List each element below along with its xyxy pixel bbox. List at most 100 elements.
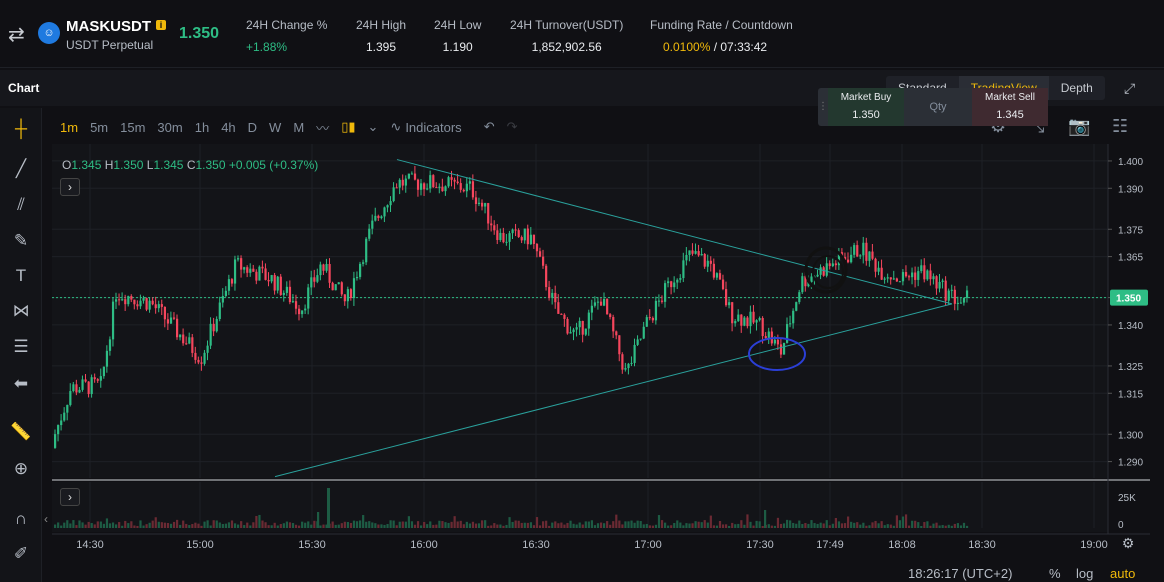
volume-tick-label: 25K: [1118, 493, 1136, 504]
back-arrow-icon[interactable]: ⬅: [13, 374, 29, 393]
candle-body: [691, 250, 694, 254]
volume-bar: [908, 525, 911, 528]
volume-bar: [767, 524, 770, 528]
volume-bar: [715, 525, 719, 528]
brush-icon[interactable]: ✎: [13, 231, 29, 250]
candle-body: [746, 317, 749, 327]
candle-body: [624, 368, 627, 370]
interval-1m[interactable]: 1m: [60, 119, 79, 135]
auto-scale-toggle[interactable]: auto: [1110, 566, 1136, 581]
volume-bar: [871, 522, 874, 528]
collapse-left-icon[interactable]: ‹: [44, 512, 48, 526]
redo-icon[interactable]: ↷: [506, 119, 518, 134]
volume-bar: [118, 522, 121, 528]
fib-tool-icon[interactable]: ⫽: [17, 195, 25, 214]
crosshair-icon[interactable]: ┼: [14, 119, 28, 138]
legend-expand-button[interactable]: ›: [60, 178, 80, 196]
prediction-tool-icon[interactable]: ☰: [13, 337, 29, 356]
stat-label: 24H Low: [434, 18, 482, 32]
candle-body: [438, 186, 441, 188]
volume-bar: [877, 523, 880, 528]
interval-m[interactable]: M: [293, 119, 305, 135]
candle-body: [538, 251, 542, 257]
volume-bar: [956, 523, 959, 528]
undo-icon[interactable]: ↶: [483, 119, 495, 134]
interval-4h[interactable]: 4h: [221, 119, 236, 135]
volume-bar: [514, 520, 517, 528]
volume-bar: [606, 521, 609, 528]
templates-icon[interactable]: ☷: [1112, 116, 1129, 136]
volume-bar: [420, 525, 423, 528]
candle-body: [395, 187, 398, 189]
indicators-button[interactable]: Indicators: [405, 119, 462, 135]
candle-body: [233, 259, 237, 284]
candle-body: [163, 306, 166, 320]
expand-icon[interactable]: ⤢: [1124, 80, 1136, 96]
line-chart-icon[interactable]: 〰: [316, 120, 330, 136]
volume-bar: [432, 524, 435, 528]
lock-drawing-icon[interactable]: ✐: [13, 544, 29, 563]
market-buy-button[interactable]: Market Buy 1.350: [828, 88, 904, 126]
indicators-icon[interactable]: ∿: [390, 119, 402, 134]
volume-bar: [929, 525, 932, 528]
candle-body: [703, 254, 706, 267]
volume-bar: [770, 525, 773, 528]
candle-body: [758, 318, 761, 321]
stat-label: Funding Rate / Countdown: [650, 18, 793, 32]
symbol-name[interactable]: MASKUSDT: [66, 18, 151, 35]
volume-tick-label: 0: [1118, 520, 1124, 531]
stat-value: +1.88%: [246, 40, 288, 54]
volume-bar: [847, 516, 850, 528]
volume-bar: [69, 523, 72, 528]
quick-trade-panel: ⋮⋮ Market Buy 1.350 Qty Market Sell 1.34…: [818, 88, 1048, 126]
candle-body: [660, 300, 664, 302]
volume-bar: [898, 520, 902, 528]
camera-icon[interactable]: 📷: [1068, 116, 1091, 136]
stat-24h-change: 24H Change % +1.88%: [246, 18, 327, 54]
text-tool-icon[interactable]: T: [15, 266, 27, 285]
candle-body: [959, 302, 963, 304]
candle-body: [566, 318, 569, 334]
candle-body: [911, 272, 914, 278]
drag-handle-icon[interactable]: ⋮⋮: [818, 88, 838, 126]
interval-w[interactable]: W: [269, 119, 282, 135]
candle-body: [664, 283, 667, 302]
candle-body: [121, 299, 124, 301]
ruler-icon[interactable]: 📏: [10, 422, 32, 441]
volume-bar: [892, 525, 895, 528]
volume-bar: [93, 524, 96, 528]
candle-type-icon[interactable]: ▯▮: [341, 119, 356, 134]
pattern-tool-icon[interactable]: ⋈: [12, 301, 30, 320]
percent-scale-toggle[interactable]: %: [1049, 566, 1061, 581]
trend-line-icon[interactable]: ╱: [15, 159, 27, 178]
volume-bar: [264, 522, 267, 528]
volume-bar: [618, 520, 621, 528]
candle-body: [944, 280, 947, 301]
tab-depth[interactable]: Depth: [1060, 81, 1093, 95]
volume-bar: [667, 525, 670, 528]
zoom-in-icon[interactable]: ⊕: [13, 459, 29, 478]
info-icon[interactable]: i: [156, 20, 166, 30]
interval-5m[interactable]: 5m: [90, 119, 109, 135]
chevron-down-icon[interactable]: ⌄: [367, 119, 379, 134]
interval-30m[interactable]: 30m: [157, 119, 183, 135]
volume-bar: [438, 520, 441, 528]
interval-d[interactable]: D: [247, 119, 258, 135]
swap-icon[interactable]: ⇄: [8, 24, 25, 46]
market-sell-button[interactable]: Market Sell 1.345: [972, 88, 1048, 126]
log-scale-toggle[interactable]: log: [1076, 566, 1094, 581]
candle-body: [560, 313, 563, 315]
magnet-icon[interactable]: ∩: [14, 509, 28, 528]
volume-bar: [267, 525, 270, 528]
qty-input[interactable]: Qty: [929, 101, 947, 113]
candle-body: [548, 287, 551, 298]
time-tick-label: 18:30: [968, 539, 996, 551]
volume-bar: [169, 523, 173, 528]
candle-body: [731, 302, 734, 324]
interval-1h[interactable]: 1h: [194, 119, 210, 135]
volume-bar: [404, 521, 407, 528]
ohlc-low: 1.345: [153, 158, 184, 172]
market-sell-label: Market Sell: [984, 92, 1035, 103]
volume-expand-button[interactable]: ›: [60, 488, 80, 506]
interval-15m[interactable]: 15m: [120, 119, 146, 135]
